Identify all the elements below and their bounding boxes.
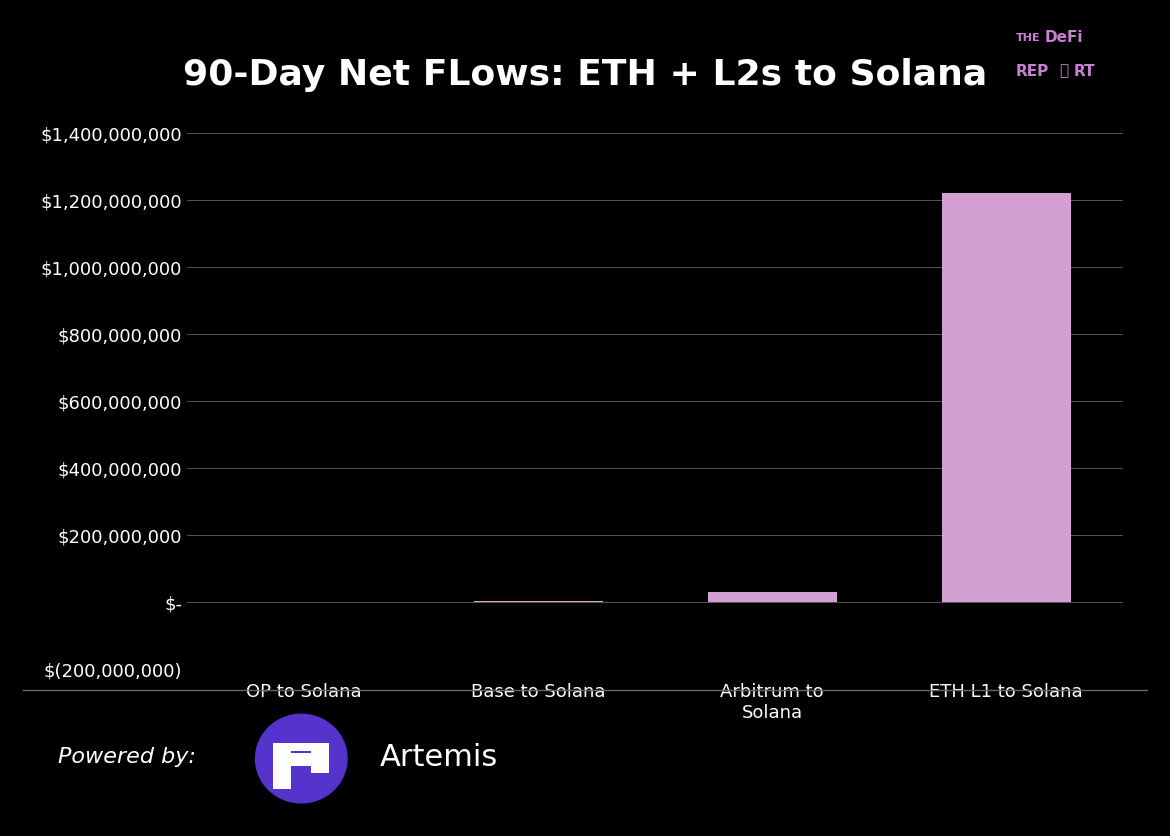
Text: THE: THE: [1016, 33, 1040, 43]
Bar: [942, 194, 1071, 602]
Circle shape: [255, 715, 347, 803]
Text: DeFi: DeFi: [1045, 30, 1083, 45]
FancyBboxPatch shape: [274, 743, 291, 789]
Text: Ⓞ: Ⓞ: [1059, 64, 1068, 79]
Text: REP: REP: [1016, 64, 1048, 79]
FancyBboxPatch shape: [274, 753, 329, 767]
FancyBboxPatch shape: [291, 743, 311, 751]
Bar: [708, 592, 837, 602]
Text: 90-Day Net FLows: ETH + L2s to Solana: 90-Day Net FLows: ETH + L2s to Solana: [183, 59, 987, 92]
Text: RT: RT: [1074, 64, 1095, 79]
Text: Artemis: Artemis: [380, 742, 498, 771]
Text: Powered by:: Powered by:: [58, 747, 197, 767]
FancyBboxPatch shape: [311, 743, 329, 773]
